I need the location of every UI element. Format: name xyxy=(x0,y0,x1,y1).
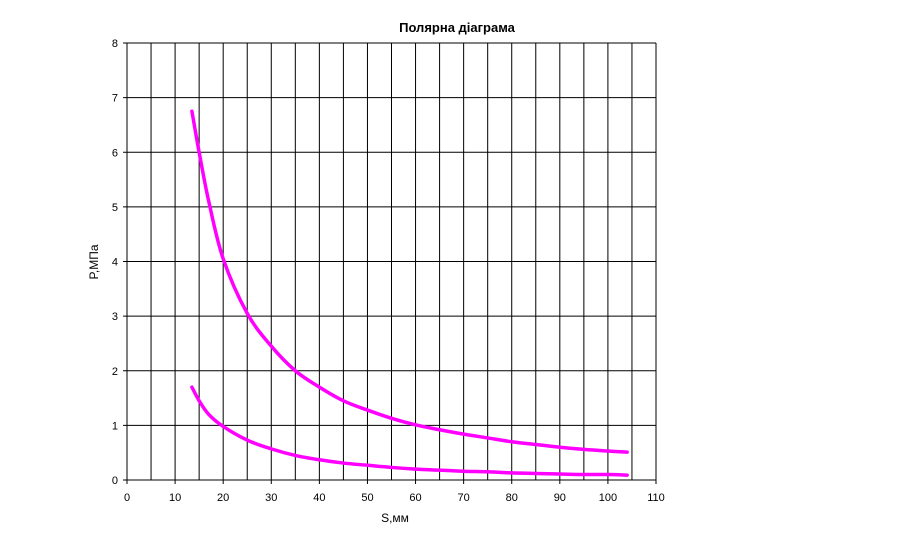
y-tick-label: 0 xyxy=(112,475,118,487)
y-tick-label: 4 xyxy=(112,257,118,269)
series-line-1 xyxy=(190,109,629,454)
x-tick-label: 50 xyxy=(361,492,373,504)
x-tick-label: 100 xyxy=(599,492,617,504)
y-axis-label: P,МПа xyxy=(87,244,101,279)
chart-title: Полярна діаграма xyxy=(399,20,516,35)
y-tick-label: 7 xyxy=(112,93,118,105)
y-axis-ticks: 0 1 2 3 4 5 6 7 8 xyxy=(112,38,127,487)
x-tick-label: 80 xyxy=(506,492,518,504)
x-axis-ticks: 0 10 20 30 40 50 60 70 80 90 100 110 xyxy=(124,480,665,504)
y-tick-label: 5 xyxy=(112,202,118,214)
x-tick-label: 0 xyxy=(124,492,130,504)
x-tick-label: 110 xyxy=(647,492,665,504)
y-tick-label: 8 xyxy=(112,38,118,50)
x-tick-label: 10 xyxy=(169,492,181,504)
x-tick-label: 90 xyxy=(554,492,566,504)
x-tick-label: 30 xyxy=(265,492,277,504)
x-tick-label: 40 xyxy=(313,492,325,504)
x-tick-label: 20 xyxy=(217,492,229,504)
y-tick-label: 3 xyxy=(112,311,118,323)
series-line-2 xyxy=(190,385,629,477)
y-tick-label: 1 xyxy=(112,420,118,432)
x-axis-label: S,мм xyxy=(381,511,409,525)
y-tick-label: 2 xyxy=(112,366,118,378)
y-tick-label: 6 xyxy=(112,147,118,159)
grid xyxy=(126,42,657,481)
series-lines xyxy=(190,109,629,477)
x-tick-label: 60 xyxy=(409,492,421,504)
x-tick-label: 70 xyxy=(458,492,470,504)
